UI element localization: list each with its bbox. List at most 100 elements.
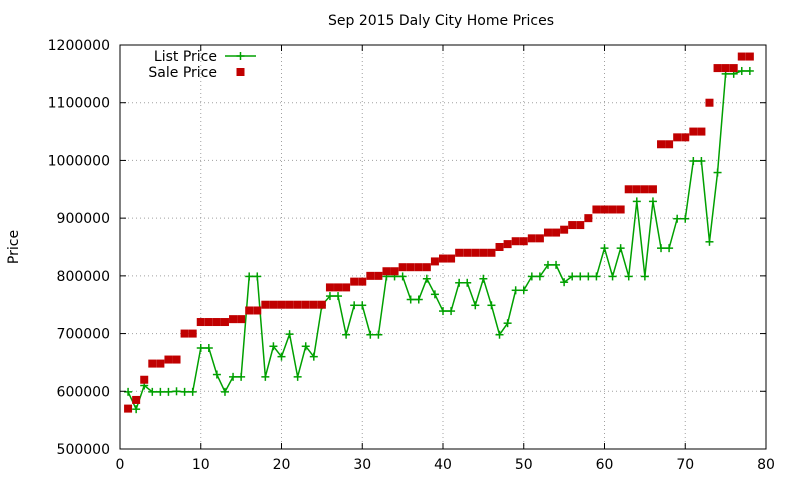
sale-price-point [301,300,310,309]
list-price-point [616,244,625,253]
list-price-point [447,307,456,316]
list-price-point [632,197,641,206]
legend-square-marker [236,68,245,76]
list-price-point [439,307,447,316]
sale-price-point [568,221,577,230]
sale-price-point [172,355,181,364]
list-price-point [487,301,496,310]
list-price-point [479,274,488,283]
sale-price-point [350,277,359,286]
sale-price-point [261,300,270,309]
list-price-point [657,244,666,253]
sale-price-point [576,221,585,230]
x-tick-label: 60 [596,457,614,473]
list-price-point [624,272,633,281]
x-tick-label: 30 [353,457,371,473]
sale-price-point [560,225,569,234]
sale-price-point [148,359,157,368]
sale-price-point [689,127,698,136]
sale-price-point [220,318,229,327]
list-price-point [180,387,189,396]
sale-price-point [325,283,334,292]
sale-price-point [463,248,472,257]
list-price-point [552,260,561,269]
sale-price-point [398,263,407,272]
x-tick-label: 80 [757,457,775,473]
list-price-point [301,342,310,351]
list-price-point [681,214,690,223]
list-price-point [293,372,302,381]
y-tick-label: 900000 [57,211,110,227]
list-price-point [398,272,407,281]
sale-price-point [366,271,375,280]
list-price-point [584,272,593,281]
sale-price-point [430,257,439,266]
list-price-point [124,387,133,396]
list-price-point [608,272,617,281]
y-tick-label: 800000 [57,269,110,285]
list-price-line [127,70,750,412]
list-price-point [463,278,472,287]
y-tick-label: 600000 [57,384,110,400]
list-price-point [697,157,706,166]
sale-price-point [535,234,544,243]
list-price-point [334,292,343,301]
legend-item-list-price: List Price [154,49,256,65]
sale-price-point [390,267,399,276]
y-tick-label: 1000000 [48,153,110,169]
sale-price-point [552,228,561,237]
list-price-point [253,272,262,281]
list-price-point [455,278,464,287]
sale-price-point [543,228,552,237]
list-price-point [309,352,318,361]
sale-price-point [204,318,213,327]
sale-price-point [657,140,666,149]
sale-price-point [180,329,189,338]
list-price-point [229,372,238,381]
y-tick-label: 1200000 [48,38,110,54]
sale-price-point [600,205,609,214]
list-price-point [204,344,213,352]
sale-price-point [164,355,173,364]
list-price-point [188,387,197,396]
sale-price-point [471,248,480,257]
list-price-point [592,272,601,281]
legend-item-sale-price: Sale Price [148,65,245,81]
list-price-point [527,272,536,281]
x-tick-label: 70 [676,457,694,473]
list-price-point [237,372,246,381]
sale-price-point [374,271,383,280]
list-price-point [737,66,746,75]
sale-price-point [140,375,149,384]
x-tick-label: 0 [116,457,125,473]
list-price-point [285,330,294,339]
list-price-point [495,330,504,339]
list-price-point [350,301,359,310]
list-price-point [325,292,334,301]
sale-price-point [737,52,746,61]
sale-price-point [229,315,238,324]
sale-price-point [293,300,302,309]
y-tick-label: 1100000 [48,96,110,112]
list-price-point [132,405,141,414]
list-price-point [220,387,229,396]
y-axis-label: Price [6,230,22,264]
sale-price-point [584,214,593,223]
sale-price-point [358,277,367,286]
list-price-point [374,330,383,339]
sale-price-point [503,240,512,249]
list-price-point [245,272,254,281]
sale-price-point [592,205,601,214]
sale-price-point [640,185,649,194]
list-price-point [568,272,577,281]
sale-price-point [414,263,423,272]
sale-price-point [713,64,722,73]
list-price-point [535,272,544,281]
sale-price-point [285,300,294,309]
sale-price-point [624,185,633,194]
list-price-point [269,342,278,351]
x-tick-label: 20 [273,457,291,473]
sale-price-point [729,64,738,73]
